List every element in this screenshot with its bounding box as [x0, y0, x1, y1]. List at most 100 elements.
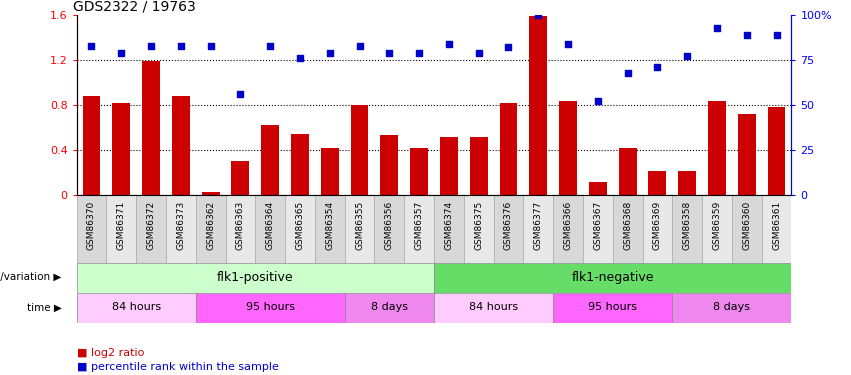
Bar: [583, 195, 613, 262]
Point: [740, 32, 753, 38]
Text: GSM86371: GSM86371: [117, 200, 126, 250]
Text: GSM86369: GSM86369: [653, 200, 662, 250]
Bar: [77, 292, 196, 322]
Point: [710, 25, 723, 31]
Point: [561, 41, 574, 47]
Bar: [112, 103, 130, 195]
Bar: [440, 136, 458, 195]
Text: GSM86355: GSM86355: [355, 200, 364, 250]
Bar: [315, 195, 345, 262]
Bar: [345, 195, 374, 262]
Text: GSM86358: GSM86358: [683, 200, 692, 250]
Point: [382, 50, 396, 56]
Bar: [345, 292, 434, 322]
Text: GDS2322 / 19763: GDS2322 / 19763: [73, 0, 196, 14]
Point: [233, 91, 247, 97]
Bar: [464, 195, 494, 262]
Bar: [255, 195, 285, 262]
Bar: [768, 107, 785, 195]
Point: [471, 50, 485, 56]
Bar: [261, 125, 279, 195]
Point: [263, 43, 277, 49]
Text: GSM86366: GSM86366: [563, 200, 573, 250]
Bar: [142, 61, 160, 195]
Point: [85, 43, 98, 49]
Bar: [77, 195, 106, 262]
Bar: [231, 161, 249, 195]
Bar: [613, 195, 643, 262]
Bar: [643, 195, 672, 262]
Text: ■ log2 ratio: ■ log2 ratio: [77, 348, 144, 357]
Point: [531, 12, 545, 18]
Bar: [672, 292, 791, 322]
Bar: [529, 16, 547, 195]
Text: GSM86354: GSM86354: [325, 200, 334, 249]
Text: GSM86362: GSM86362: [206, 200, 215, 249]
Bar: [708, 100, 726, 195]
Text: GSM86377: GSM86377: [534, 200, 543, 250]
Point: [650, 64, 664, 70]
Bar: [321, 148, 339, 195]
Bar: [762, 195, 791, 262]
Bar: [166, 195, 196, 262]
Bar: [172, 96, 190, 195]
Bar: [732, 195, 762, 262]
Text: GSM86370: GSM86370: [87, 200, 96, 250]
Text: flk1-positive: flk1-positive: [217, 271, 294, 284]
Text: time ▶: time ▶: [27, 303, 62, 312]
Bar: [404, 195, 434, 262]
Point: [769, 32, 783, 38]
Bar: [226, 195, 255, 262]
Point: [203, 43, 217, 49]
Text: GSM86368: GSM86368: [623, 200, 632, 250]
Point: [620, 70, 634, 76]
Bar: [410, 148, 428, 195]
Point: [174, 43, 187, 49]
Text: 95 hours: 95 hours: [246, 303, 294, 312]
Bar: [702, 195, 732, 262]
Bar: [434, 262, 791, 292]
Text: GSM86363: GSM86363: [236, 200, 245, 250]
Text: 84 hours: 84 hours: [111, 303, 161, 312]
Text: 8 days: 8 days: [713, 303, 751, 312]
Bar: [196, 292, 345, 322]
Bar: [374, 195, 404, 262]
Bar: [672, 195, 702, 262]
Text: GSM86374: GSM86374: [444, 200, 454, 249]
Text: GSM86365: GSM86365: [295, 200, 305, 250]
Point: [323, 50, 336, 56]
Bar: [136, 195, 166, 262]
Bar: [106, 195, 136, 262]
Text: 8 days: 8 days: [371, 303, 408, 312]
Point: [114, 50, 128, 56]
Text: GSM86360: GSM86360: [742, 200, 751, 250]
Text: flk1-negative: flk1-negative: [572, 271, 654, 284]
Point: [412, 50, 426, 56]
Bar: [589, 182, 607, 195]
Bar: [648, 171, 666, 195]
Bar: [434, 195, 464, 262]
Point: [293, 55, 306, 61]
Point: [352, 43, 366, 49]
Bar: [434, 292, 553, 322]
Bar: [619, 148, 637, 195]
Bar: [83, 96, 100, 195]
Text: GSM86356: GSM86356: [385, 200, 394, 250]
Bar: [523, 195, 553, 262]
Bar: [351, 105, 368, 195]
Bar: [77, 262, 434, 292]
Bar: [291, 134, 309, 195]
Point: [144, 43, 157, 49]
Point: [442, 41, 455, 47]
Bar: [494, 195, 523, 262]
Bar: [285, 195, 315, 262]
Text: GSM86375: GSM86375: [474, 200, 483, 250]
Bar: [738, 114, 756, 195]
Bar: [553, 195, 583, 262]
Text: GSM86367: GSM86367: [593, 200, 603, 250]
Text: 95 hours: 95 hours: [588, 303, 637, 312]
Text: ■ percentile rank within the sample: ■ percentile rank within the sample: [77, 363, 278, 372]
Text: GSM86373: GSM86373: [176, 200, 186, 250]
Bar: [553, 292, 672, 322]
Point: [680, 53, 694, 59]
